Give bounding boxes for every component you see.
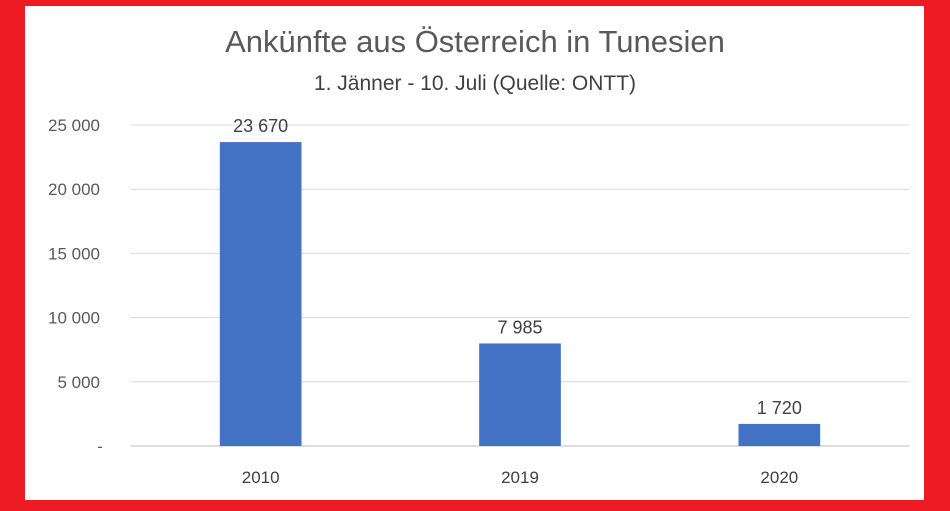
chart-subtitle: 1. Jänner - 10. Juli (Quelle: ONTT) [314, 72, 636, 95]
chart-panel: Ankünfte aus Österreich in Tunesien 1. J… [25, 6, 924, 500]
bar-chart: Ankünfte aus Österreich in Tunesien 1. J… [48, 24, 909, 487]
x-axis-categories: 2010 2019 2020 [242, 468, 798, 487]
data-label: 1 720 [757, 398, 802, 418]
y-tick-label: - [97, 437, 103, 456]
data-label: 7 985 [497, 317, 542, 337]
y-tick-label: 5 000 [57, 373, 100, 392]
x-category-label: 2019 [501, 468, 539, 487]
y-tick-label: 15 000 [48, 244, 100, 263]
x-category-label: 2020 [760, 468, 798, 487]
y-axis-ticks: - 5 000 10 000 15 000 20 000 25 000 [48, 116, 103, 456]
y-tick-label: 20 000 [48, 180, 100, 199]
bar [219, 142, 302, 446]
bar [479, 343, 561, 446]
bars [219, 142, 821, 446]
bar [738, 423, 821, 446]
data-labels: 23 670 7 985 1 720 [233, 116, 802, 418]
y-tick-label: 25 000 [48, 116, 100, 135]
data-label: 23 670 [233, 116, 288, 136]
x-category-label: 2010 [242, 468, 280, 487]
chart-title: Ankünfte aus Österreich in Tunesien [225, 24, 725, 59]
y-tick-label: 10 000 [48, 309, 100, 328]
